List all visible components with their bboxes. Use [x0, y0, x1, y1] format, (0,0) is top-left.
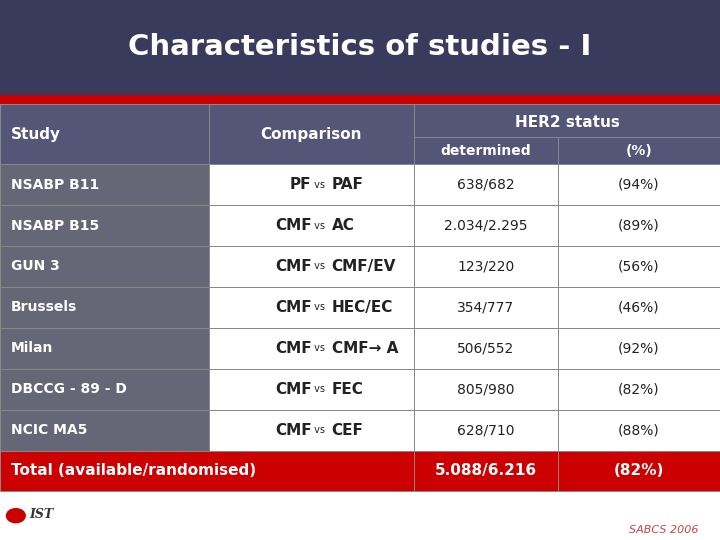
- FancyBboxPatch shape: [209, 246, 414, 287]
- FancyBboxPatch shape: [414, 328, 558, 369]
- FancyBboxPatch shape: [0, 164, 209, 205]
- Text: CMF→ A: CMF→ A: [331, 341, 398, 356]
- Text: PF: PF: [290, 177, 311, 192]
- FancyBboxPatch shape: [0, 328, 209, 369]
- Text: (%): (%): [626, 144, 652, 158]
- Text: IST: IST: [29, 508, 53, 521]
- FancyBboxPatch shape: [0, 287, 209, 328]
- Text: vs: vs: [311, 261, 328, 272]
- Text: CMF: CMF: [275, 341, 311, 356]
- FancyBboxPatch shape: [0, 246, 209, 287]
- Text: 2.034/2.295: 2.034/2.295: [444, 219, 528, 233]
- FancyBboxPatch shape: [209, 328, 414, 369]
- Text: Comparison: Comparison: [261, 127, 362, 141]
- Text: Characteristics of studies - I: Characteristics of studies - I: [128, 33, 592, 61]
- Text: SABCS 2006: SABCS 2006: [629, 524, 698, 535]
- Text: Brussels: Brussels: [11, 300, 77, 314]
- Text: 354/777: 354/777: [457, 300, 515, 314]
- Text: AC: AC: [331, 218, 354, 233]
- FancyBboxPatch shape: [558, 246, 720, 287]
- Text: 628/710: 628/710: [457, 423, 515, 437]
- Text: (82%): (82%): [618, 382, 660, 396]
- Text: (82%): (82%): [614, 463, 664, 478]
- Text: vs: vs: [311, 384, 328, 394]
- FancyBboxPatch shape: [558, 410, 720, 450]
- FancyBboxPatch shape: [414, 205, 558, 246]
- Text: vs: vs: [311, 343, 328, 353]
- Text: Milan: Milan: [11, 341, 53, 355]
- FancyBboxPatch shape: [414, 164, 558, 205]
- Text: HEC/EC: HEC/EC: [331, 300, 393, 315]
- FancyBboxPatch shape: [0, 450, 414, 491]
- FancyBboxPatch shape: [209, 410, 414, 450]
- Text: HER2 status: HER2 status: [515, 114, 619, 130]
- Text: (56%): (56%): [618, 260, 660, 273]
- FancyBboxPatch shape: [0, 369, 209, 410]
- Text: CMF: CMF: [275, 259, 311, 274]
- FancyBboxPatch shape: [209, 164, 414, 205]
- Text: vs: vs: [311, 425, 328, 435]
- FancyBboxPatch shape: [209, 369, 414, 410]
- Text: Total (available/randomised): Total (available/randomised): [11, 463, 256, 478]
- FancyBboxPatch shape: [209, 205, 414, 246]
- FancyBboxPatch shape: [558, 328, 720, 369]
- FancyBboxPatch shape: [0, 104, 209, 164]
- Text: (92%): (92%): [618, 341, 660, 355]
- Text: 638/682: 638/682: [457, 178, 515, 192]
- Text: PAF: PAF: [331, 177, 364, 192]
- Text: 123/220: 123/220: [457, 260, 515, 273]
- FancyBboxPatch shape: [414, 246, 558, 287]
- Text: DBCCG - 89 - D: DBCCG - 89 - D: [11, 382, 127, 396]
- FancyBboxPatch shape: [0, 0, 720, 94]
- Text: determined: determined: [441, 144, 531, 158]
- Text: vs: vs: [311, 302, 328, 312]
- Text: (94%): (94%): [618, 178, 660, 192]
- Text: Study: Study: [11, 127, 60, 141]
- Text: (46%): (46%): [618, 300, 660, 314]
- Text: vs: vs: [311, 220, 328, 231]
- FancyBboxPatch shape: [558, 205, 720, 246]
- FancyBboxPatch shape: [558, 450, 720, 491]
- Text: (89%): (89%): [618, 219, 660, 233]
- FancyBboxPatch shape: [414, 369, 558, 410]
- Text: NSABP B11: NSABP B11: [11, 178, 99, 192]
- Text: CMF: CMF: [275, 300, 311, 315]
- Text: CEF: CEF: [331, 423, 364, 437]
- Text: 5.088/6.216: 5.088/6.216: [435, 463, 537, 478]
- FancyBboxPatch shape: [414, 450, 558, 491]
- FancyBboxPatch shape: [414, 287, 558, 328]
- Text: vs: vs: [311, 180, 328, 190]
- Text: CMF/EV: CMF/EV: [331, 259, 396, 274]
- Text: (88%): (88%): [618, 423, 660, 437]
- FancyBboxPatch shape: [414, 104, 720, 164]
- FancyBboxPatch shape: [209, 287, 414, 328]
- FancyBboxPatch shape: [558, 369, 720, 410]
- Text: FEC: FEC: [331, 382, 364, 397]
- Text: 506/552: 506/552: [457, 341, 515, 355]
- FancyBboxPatch shape: [558, 164, 720, 205]
- FancyBboxPatch shape: [414, 410, 558, 450]
- Text: GUN 3: GUN 3: [11, 260, 60, 273]
- Text: NCIC MA5: NCIC MA5: [11, 423, 87, 437]
- Text: CMF: CMF: [275, 423, 311, 437]
- Text: CMF: CMF: [275, 382, 311, 397]
- Text: 805/980: 805/980: [457, 382, 515, 396]
- FancyBboxPatch shape: [0, 410, 209, 450]
- Text: CMF: CMF: [275, 218, 311, 233]
- FancyBboxPatch shape: [0, 94, 720, 104]
- Text: NSABP B15: NSABP B15: [11, 219, 99, 233]
- FancyBboxPatch shape: [209, 104, 414, 164]
- FancyBboxPatch shape: [0, 205, 209, 246]
- FancyBboxPatch shape: [558, 287, 720, 328]
- Circle shape: [6, 509, 25, 523]
